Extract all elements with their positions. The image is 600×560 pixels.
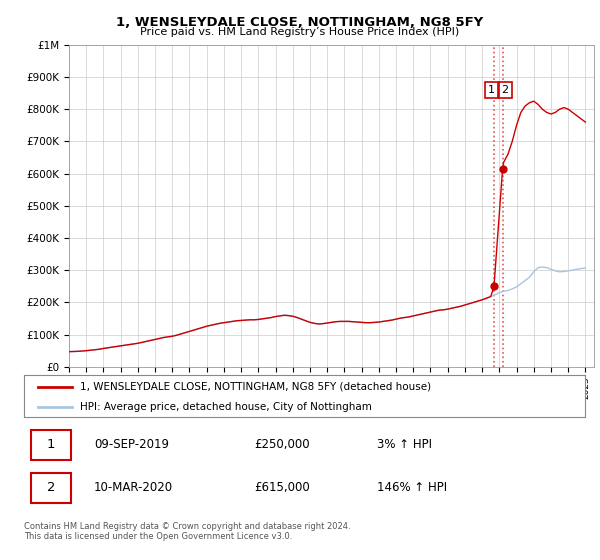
Text: 1, WENSLEYDALE CLOSE, NOTTINGHAM, NG8 5FY: 1, WENSLEYDALE CLOSE, NOTTINGHAM, NG8 5F… <box>116 16 484 29</box>
FancyBboxPatch shape <box>31 473 71 503</box>
Text: 1, WENSLEYDALE CLOSE, NOTTINGHAM, NG8 5FY (detached house): 1, WENSLEYDALE CLOSE, NOTTINGHAM, NG8 5F… <box>80 381 431 391</box>
Text: Price paid vs. HM Land Registry’s House Price Index (HPI): Price paid vs. HM Land Registry’s House … <box>140 27 460 37</box>
Text: 09-SEP-2019: 09-SEP-2019 <box>94 438 169 451</box>
Text: 2: 2 <box>47 481 55 494</box>
Text: 2: 2 <box>502 85 509 95</box>
Text: HPI: Average price, detached house, City of Nottingham: HPI: Average price, detached house, City… <box>80 402 372 412</box>
Text: £250,000: £250,000 <box>254 438 310 451</box>
Text: 1: 1 <box>488 85 495 95</box>
Text: £615,000: £615,000 <box>254 481 310 494</box>
FancyBboxPatch shape <box>31 430 71 460</box>
Text: 10-MAR-2020: 10-MAR-2020 <box>94 481 173 494</box>
Text: 1: 1 <box>47 438 55 451</box>
Text: 3% ↑ HPI: 3% ↑ HPI <box>377 438 433 451</box>
Text: 146% ↑ HPI: 146% ↑ HPI <box>377 481 448 494</box>
Text: Contains HM Land Registry data © Crown copyright and database right 2024.
This d: Contains HM Land Registry data © Crown c… <box>24 522 350 542</box>
